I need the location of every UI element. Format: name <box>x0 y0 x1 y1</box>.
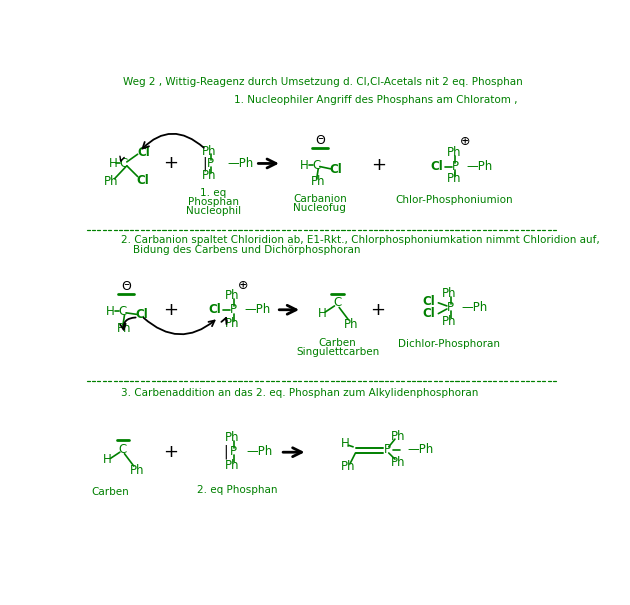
Text: P: P <box>207 157 214 170</box>
Text: |: | <box>224 444 228 459</box>
Text: ⊕: ⊕ <box>459 136 470 148</box>
Text: Dichlor-Phosphoran: Dichlor-Phosphoran <box>398 339 500 350</box>
Text: Ph: Ph <box>345 318 359 331</box>
Text: +: + <box>163 154 178 172</box>
Text: Ph: Ph <box>225 317 239 330</box>
Text: —Ph: —Ph <box>466 160 493 173</box>
Text: P: P <box>230 445 238 458</box>
Text: Ph: Ph <box>442 287 457 300</box>
Text: Cl: Cl <box>136 174 149 187</box>
Text: Ph: Ph <box>225 459 239 472</box>
Text: H: H <box>318 307 326 320</box>
Text: P: P <box>384 443 391 456</box>
Text: ⊕: ⊕ <box>238 279 248 292</box>
Text: Cl: Cl <box>430 160 443 173</box>
Text: Θ: Θ <box>315 134 324 147</box>
Text: Ph: Ph <box>225 289 239 302</box>
Text: Carbanion: Carbanion <box>293 194 346 204</box>
Text: Ph: Ph <box>391 430 405 442</box>
Text: Cl: Cl <box>423 307 435 320</box>
Text: C: C <box>119 305 127 318</box>
Text: H: H <box>106 305 115 318</box>
Text: Cl: Cl <box>209 303 222 316</box>
Text: Carben: Carben <box>91 487 129 497</box>
Text: Ph: Ph <box>225 431 239 444</box>
Text: +: + <box>370 301 385 319</box>
Text: Bidung des Carbens und Dichörphosphoran: Bidung des Carbens und Dichörphosphoran <box>133 246 360 255</box>
Text: H: H <box>108 157 117 170</box>
Text: Ph: Ph <box>391 456 405 469</box>
Text: Cl: Cl <box>329 163 341 176</box>
Text: —Ph: —Ph <box>408 443 433 456</box>
Text: +: + <box>163 301 178 319</box>
Text: Ph: Ph <box>117 322 132 335</box>
Text: Ph: Ph <box>341 460 356 473</box>
Text: Ph: Ph <box>130 464 144 477</box>
Text: P: P <box>452 160 459 173</box>
Text: Chlor-Phosphoniumion: Chlor-Phosphoniumion <box>395 195 513 206</box>
Text: |: | <box>202 156 207 171</box>
Text: Cl: Cl <box>137 146 150 159</box>
Text: Singulettcarben: Singulettcarben <box>296 347 379 357</box>
Text: +: + <box>163 443 178 461</box>
Text: Ph: Ph <box>202 145 216 158</box>
Text: C: C <box>120 157 128 170</box>
Text: Ph: Ph <box>104 175 118 188</box>
Text: 3. Carbenaddition an das 2. eq. Phosphan zum Alkylidenphosphoran: 3. Carbenaddition an das 2. eq. Phosphan… <box>122 388 479 398</box>
Text: Ph: Ph <box>447 172 461 185</box>
Text: H: H <box>103 453 112 466</box>
Text: +: + <box>371 156 386 174</box>
Text: Ph: Ph <box>442 315 457 328</box>
Text: Weg 2 , Wittig-Reagenz durch Umsetzung d. Cl,Cl-Acetals nit 2 eq. Phosphan: Weg 2 , Wittig-Reagenz durch Umsetzung d… <box>123 77 523 87</box>
Text: 2. eq Phosphan: 2. eq Phosphan <box>197 485 277 495</box>
Text: P: P <box>447 301 454 314</box>
Text: Cl: Cl <box>135 308 148 321</box>
Text: 1. Nucleophiler Angriff des Phosphans am Chloratom ,: 1. Nucleophiler Angriff des Phosphans am… <box>234 94 517 105</box>
Text: Ph: Ph <box>311 175 326 188</box>
Text: C: C <box>119 443 127 456</box>
Text: C: C <box>333 296 341 309</box>
Text: H: H <box>341 437 350 450</box>
Text: 2. Carbanion spaltet Chloridion ab, E1-Rkt., Chlorphosphoniumkation nimmt Chlori: 2. Carbanion spaltet Chloridion ab, E1-R… <box>122 235 600 246</box>
Text: Cl: Cl <box>423 295 435 308</box>
Text: Ph: Ph <box>202 169 216 182</box>
Text: Nucleofug: Nucleofug <box>294 203 347 213</box>
Text: C: C <box>312 159 321 171</box>
Text: —Ph: —Ph <box>462 301 488 314</box>
Text: —Ph: —Ph <box>244 303 271 316</box>
Text: 1. eq: 1. eq <box>200 188 227 198</box>
Text: Nucleophil: Nucleophil <box>186 206 241 216</box>
Text: Carben: Carben <box>319 338 357 348</box>
Text: Θ: Θ <box>121 280 131 293</box>
Text: —Ph: —Ph <box>246 445 272 458</box>
Text: Phosphan: Phosphan <box>188 197 239 207</box>
Text: —Ph: —Ph <box>227 157 254 170</box>
Text: P: P <box>230 303 238 316</box>
Text: Ph: Ph <box>447 146 461 159</box>
Text: H: H <box>300 159 309 171</box>
